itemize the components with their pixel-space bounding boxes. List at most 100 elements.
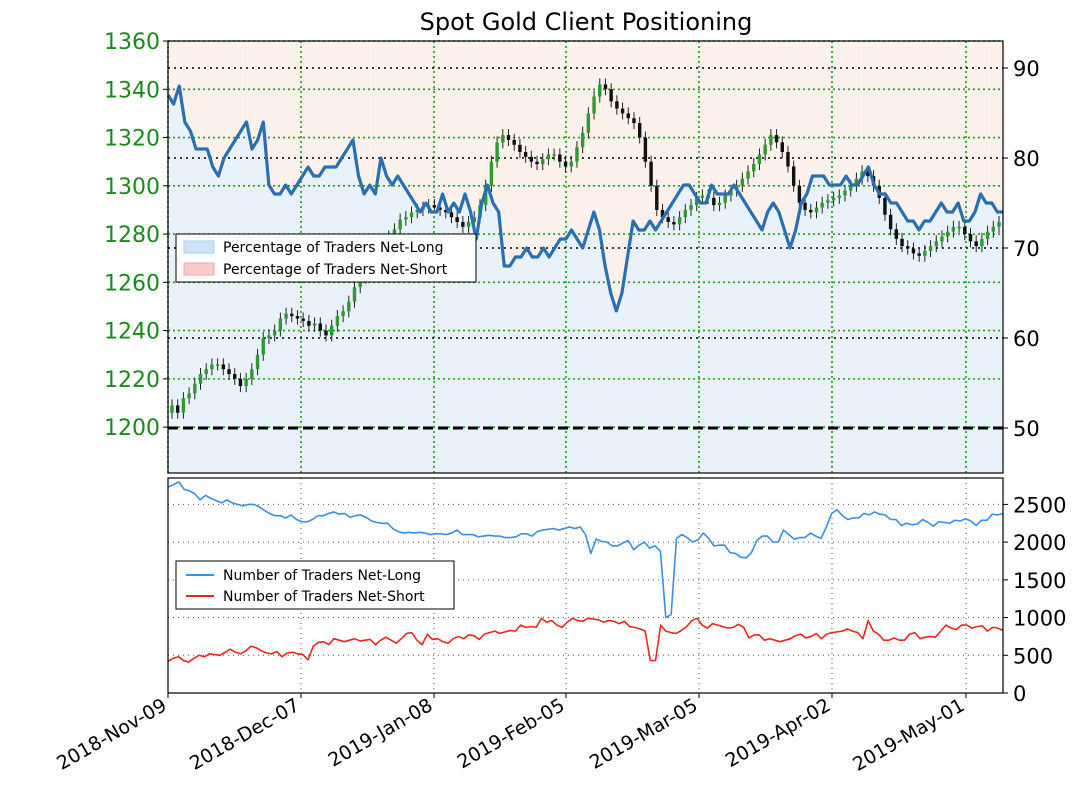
price-tick-label: 1320 xyxy=(104,127,160,152)
net-short-shade xyxy=(362,41,370,194)
net-short-shade xyxy=(841,41,848,176)
net-short-shade xyxy=(557,41,565,239)
net-short-shade xyxy=(869,41,876,185)
candle-body xyxy=(347,301,351,312)
candle-body xyxy=(945,231,950,237)
net-short-shade xyxy=(424,41,431,203)
net-short-shade xyxy=(251,41,258,149)
candle-body xyxy=(934,241,938,247)
net-short-shade xyxy=(752,41,759,221)
candle-body xyxy=(278,318,283,331)
net-short-shade xyxy=(574,41,581,239)
net-short-shade xyxy=(563,41,570,239)
net-long-shade xyxy=(552,248,559,473)
net-short-shade xyxy=(206,41,214,149)
candle-body xyxy=(444,209,448,213)
net-long-shade xyxy=(602,266,609,473)
net-short-shade xyxy=(552,41,559,248)
candle-body xyxy=(307,320,311,326)
net-short-shade xyxy=(385,41,392,176)
candle-body xyxy=(729,190,733,196)
candle-body xyxy=(546,154,551,160)
candle-body xyxy=(683,209,688,218)
candle-body xyxy=(586,113,591,133)
top-plot-frame xyxy=(167,40,1004,474)
net-long-shade xyxy=(479,203,487,473)
legend-label-net-long: Percentage of Traders Net-Long xyxy=(223,240,444,256)
net-long-shade xyxy=(997,212,1004,473)
net-short-shade xyxy=(535,41,542,257)
candle-body xyxy=(495,142,499,162)
candle-body xyxy=(888,214,893,230)
net-short-shade xyxy=(485,41,492,185)
candle-body xyxy=(774,135,779,143)
pct-tick-label: 70 xyxy=(1013,237,1040,261)
x-tick-label: 2019-May-01 xyxy=(849,694,968,776)
net-long-shade xyxy=(223,158,231,473)
x-tick-label: 2019-Feb-05 xyxy=(454,694,569,773)
net-long-shade xyxy=(746,212,754,473)
candle-body xyxy=(261,337,265,355)
candle-body xyxy=(541,159,545,165)
net-long-shade xyxy=(652,230,659,473)
candle-body xyxy=(689,205,693,210)
candle-body xyxy=(837,195,842,198)
net-short-shade xyxy=(457,41,464,212)
candle-body xyxy=(826,200,830,203)
x-tick-label: 2019-Jan-08 xyxy=(325,694,437,771)
net-long-shade xyxy=(607,293,615,473)
net-short-shade xyxy=(390,41,398,185)
candle-body xyxy=(848,185,853,191)
count-tick-label: 2500 xyxy=(1013,493,1066,517)
net-short-shade xyxy=(735,41,743,194)
candle-body xyxy=(911,248,916,254)
net-long-shade xyxy=(368,185,375,473)
candle-body xyxy=(809,209,813,213)
net-long-shade xyxy=(841,176,848,473)
candle-body xyxy=(329,325,334,336)
legend-label-traders-net-long: Number of Traders Net-Long xyxy=(223,568,421,584)
net-long-shade xyxy=(780,230,787,473)
net-short-shade xyxy=(624,41,631,257)
net-long-shade xyxy=(941,212,949,473)
net-long-shade xyxy=(802,194,809,473)
net-long-shade xyxy=(657,221,665,473)
net-short-shade xyxy=(652,41,659,230)
net-long-shade xyxy=(908,221,915,473)
candle-body xyxy=(980,238,984,247)
candle-body xyxy=(917,253,921,256)
candle-body xyxy=(455,217,459,223)
pct-tick-label: 60 xyxy=(1013,327,1040,351)
candle-body xyxy=(598,84,602,97)
net-short-shade xyxy=(234,41,242,140)
net-short-shade xyxy=(724,41,732,194)
net-short-shade xyxy=(891,41,899,203)
net-short-shade xyxy=(819,41,826,176)
net-short-shade xyxy=(669,41,676,203)
net-short-shade xyxy=(975,41,982,194)
net-long-shade xyxy=(691,194,698,473)
net-long-shade xyxy=(585,230,592,473)
candle-body xyxy=(318,323,323,331)
net-long-shade xyxy=(897,212,904,473)
net-long-shade xyxy=(791,230,798,473)
net-long-shade xyxy=(273,194,281,473)
net-short-shade xyxy=(646,41,654,221)
price-tick-label: 1280 xyxy=(104,223,160,248)
net-long-shade xyxy=(769,203,776,473)
candle-body xyxy=(335,316,340,326)
net-long-shade xyxy=(407,194,414,473)
net-short-shade xyxy=(496,41,503,212)
net-long-shade xyxy=(390,185,398,473)
net-short-shade xyxy=(674,41,681,194)
net-long-shade xyxy=(184,122,192,473)
net-short-shade xyxy=(340,41,347,158)
net-long-shade xyxy=(173,104,180,473)
net-long-shade xyxy=(468,212,475,473)
candle-body xyxy=(957,226,961,229)
net-long-shade xyxy=(485,185,492,473)
net-long-shade xyxy=(262,122,269,473)
x-axis-ticks: 2018-Nov-09 2018-Dec-07 2019-Jan-08 2019-Fe… xyxy=(53,693,969,776)
x-tick-label: 2019-Apr-02 xyxy=(722,694,835,772)
net-short-shade xyxy=(507,41,514,266)
